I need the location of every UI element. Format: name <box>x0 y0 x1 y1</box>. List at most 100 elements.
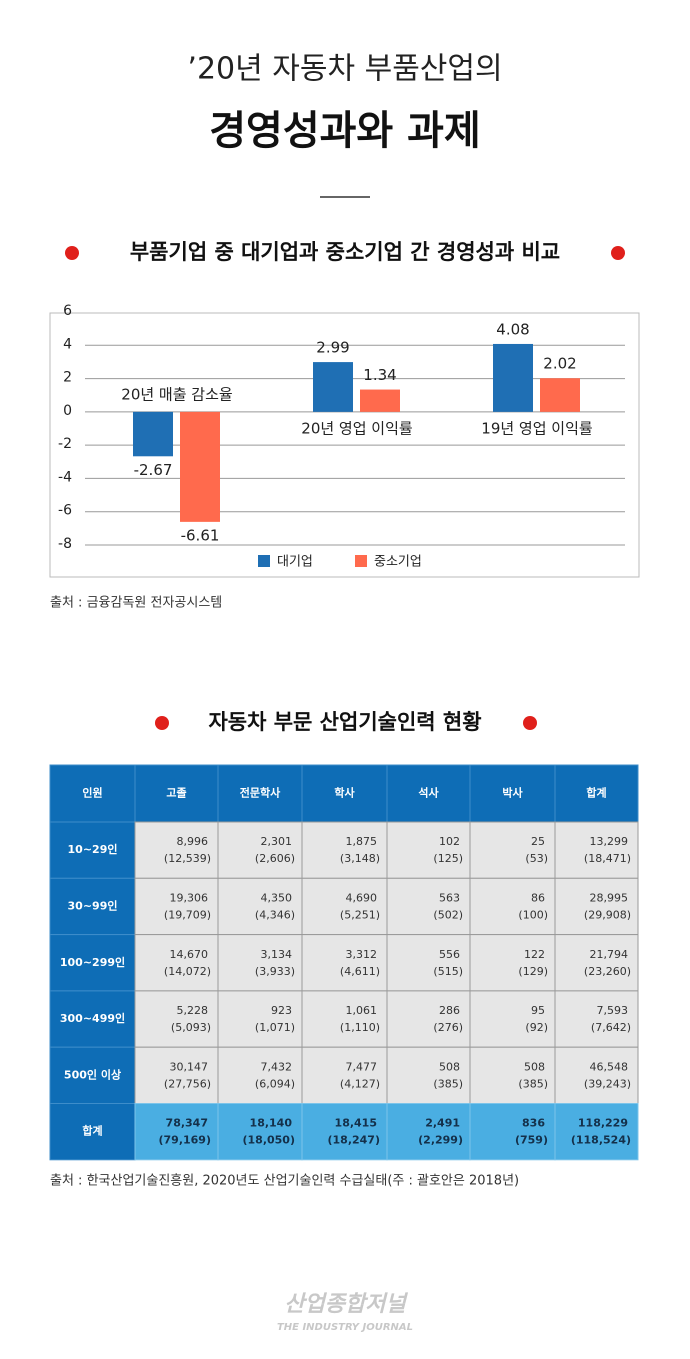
cell-value: 30,147 <box>170 1060 209 1073</box>
cell-value: 836 <box>522 1117 545 1130</box>
row-label: 30~99인 <box>68 898 118 912</box>
cell-value: (18,247) <box>327 1134 380 1147</box>
cell-value: 78,347 <box>166 1117 208 1130</box>
cell-value: (4,346) <box>255 908 295 921</box>
logo: 산업종합저널 <box>284 1292 408 1317</box>
y-tick-label: 6 <box>63 303 72 319</box>
header-label: 전문학사 <box>240 786 281 800</box>
cell <box>301 821 388 879</box>
row-label: 10~29인 <box>68 842 118 856</box>
cell <box>134 934 219 992</box>
cell <box>554 1103 639 1161</box>
cell-value: (53) <box>525 852 548 865</box>
cell-value: 19,306 <box>170 891 209 904</box>
header-label: 합계 <box>586 786 606 800</box>
header-cell <box>469 764 556 823</box>
header-cell <box>554 764 639 823</box>
row-label: 100~299인 <box>60 955 125 969</box>
cell <box>217 877 303 936</box>
cell-value: (29,908) <box>584 908 631 921</box>
cell-value: (27,756) <box>164 1077 211 1090</box>
legend-swatch <box>258 555 270 567</box>
cell-value: 2,301 <box>261 835 293 848</box>
cell <box>469 877 556 936</box>
cell-value: (79,169) <box>158 1134 211 1147</box>
cell-value: (39,243) <box>584 1077 631 1090</box>
bar <box>180 411 220 522</box>
cell-value: 95 <box>531 1004 545 1017</box>
cell-value: (19,709) <box>164 908 211 921</box>
cell-value: (1,110) <box>340 1021 380 1034</box>
y-tick-label: -8 <box>58 536 72 552</box>
cell-value: 28,995 <box>590 891 629 904</box>
legend-label: 중소기업 <box>374 555 422 570</box>
bar <box>493 343 533 412</box>
cell-value: (23,260) <box>584 965 631 978</box>
cell <box>554 990 639 1048</box>
source: 출처 : 금융감독원 전자공시스템 <box>50 596 222 611</box>
cell-value: 2,491 <box>425 1117 460 1130</box>
cell-value: (4,127) <box>340 1077 380 1090</box>
cell <box>469 990 556 1048</box>
cell-value: (5,251) <box>340 908 380 921</box>
cell-value: (118,524) <box>571 1134 631 1147</box>
cell-value: 21,794 <box>590 948 629 961</box>
cell <box>301 877 388 936</box>
cell-value: 46,548 <box>590 1060 629 1073</box>
y-tick-label: 4 <box>63 336 72 352</box>
header-cell <box>49 764 136 823</box>
data-label: 4.08 <box>496 320 529 338</box>
cell-value: (1,071) <box>255 1021 295 1034</box>
cell <box>217 821 303 879</box>
cell-value: 4,690 <box>346 891 378 904</box>
cell <box>469 1046 556 1104</box>
cell-value: 1,875 <box>346 835 378 848</box>
row-label: 300~499인 <box>60 1011 125 1025</box>
cell-value: (2,299) <box>418 1134 463 1147</box>
cell <box>217 990 303 1048</box>
cell <box>134 1046 219 1104</box>
legend-label: 대기업 <box>277 555 313 570</box>
header-cell <box>386 764 471 823</box>
cell-value: 923 <box>271 1004 292 1017</box>
cell <box>554 877 639 936</box>
chart-frame <box>49 312 640 578</box>
data-label: -6.61 <box>181 526 220 544</box>
cell <box>134 877 219 936</box>
cell <box>386 934 471 992</box>
cell-value: 5,228 <box>177 1004 209 1017</box>
legend-swatch <box>355 555 367 567</box>
cell <box>554 821 639 879</box>
category-label: 20년 매출 감소율 <box>121 385 232 403</box>
cell-value: (7,642) <box>591 1021 631 1034</box>
cell <box>386 821 471 879</box>
cell <box>134 821 219 879</box>
bar <box>360 389 400 412</box>
cell-value: 7,477 <box>346 1060 378 1073</box>
cell-value: 508 <box>524 1060 545 1073</box>
cell <box>301 934 388 992</box>
cell-value: (759) <box>515 1134 548 1147</box>
cell-value: (18,050) <box>242 1134 295 1147</box>
cell <box>386 990 471 1048</box>
data-label: 2.99 <box>316 339 349 357</box>
cell <box>301 990 388 1048</box>
header-label: 박사 <box>502 786 523 800</box>
cell-value: (4,611) <box>340 965 380 978</box>
bar <box>313 362 353 412</box>
category-label: 20년 영업 이익률 <box>301 419 413 437</box>
cell-value: (385) <box>433 1077 463 1090</box>
cell <box>49 1103 136 1161</box>
cell-value: 102 <box>439 835 460 848</box>
cell-value: 8,996 <box>177 835 209 848</box>
cell <box>301 1046 388 1104</box>
cell-value: (12,539) <box>164 852 211 865</box>
bullet <box>523 716 537 730</box>
cell <box>386 1103 471 1161</box>
cell <box>217 934 303 992</box>
y-tick-label: -6 <box>58 503 72 519</box>
cell <box>469 821 556 879</box>
cell-value: 4,350 <box>261 891 293 904</box>
title: 경영성과와 과제 <box>209 108 481 154</box>
logo-tagline: THE INDUSTRY JOURNAL <box>277 1322 413 1333</box>
